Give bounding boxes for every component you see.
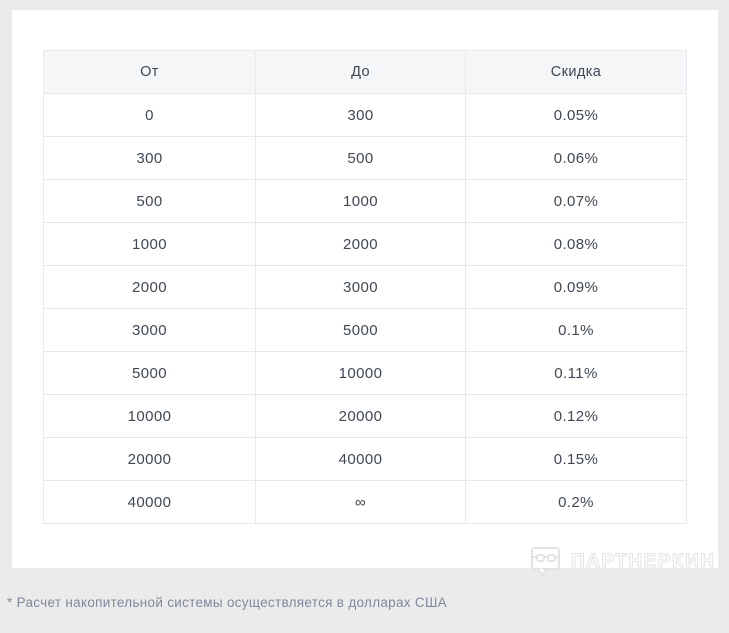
table-cell: 20000	[43, 437, 256, 481]
table-cell: 3000	[43, 308, 256, 352]
table-cell: ∞	[255, 480, 466, 524]
table-cell: 0.05%	[465, 93, 687, 137]
column-header: От	[43, 50, 256, 94]
table-cell: 0.08%	[465, 222, 687, 266]
table-row: 0 300 0.05%	[43, 93, 687, 137]
table-row: 2000 3000 0.09%	[43, 265, 687, 309]
table-cell: 10000	[43, 394, 256, 438]
header-row: От До Скидка	[43, 50, 687, 94]
table-cell: 3000	[255, 265, 466, 309]
table-cell: 1000	[255, 179, 466, 223]
table-row: 20000 40000 0.15%	[43, 437, 687, 481]
table-cell: 40000	[43, 480, 256, 524]
table-cell: 40000	[255, 437, 466, 481]
table-cell: 0.1%	[465, 308, 687, 352]
content-card: От До Скидка 0 300 0.05% 300 500 0.06% 500 1000 0.…	[12, 10, 718, 568]
discount-table: От До Скидка 0 300 0.05% 300 500 0.06% 500 1000 0.…	[43, 50, 687, 524]
table-row: 3000 5000 0.1%	[43, 308, 687, 352]
table-cell: 500	[43, 179, 256, 223]
table-row: 500 1000 0.07%	[43, 179, 687, 223]
discount-table-body: 0 300 0.05% 300 500 0.06% 500 1000 0.07% 1000 2000…	[43, 93, 687, 524]
table-row: 1000 2000 0.08%	[43, 222, 687, 266]
table-cell: 0.07%	[465, 179, 687, 223]
column-header: До	[255, 50, 466, 94]
table-cell: 20000	[255, 394, 466, 438]
table-cell: 5000	[255, 308, 466, 352]
table-cell: 0	[43, 93, 256, 137]
table-row: 5000 10000 0.11%	[43, 351, 687, 395]
table-cell: 10000	[255, 351, 466, 395]
table-cell: 1000	[43, 222, 256, 266]
table-cell: 0.09%	[465, 265, 687, 309]
table-cell: 300	[255, 93, 466, 137]
table-row: 300 500 0.06%	[43, 136, 687, 180]
footnote: * Расчет накопительной системы осуществл…	[7, 595, 447, 610]
discount-table-header: От До Скидка	[43, 50, 687, 94]
column-header: Скидка	[465, 50, 687, 94]
table-cell: 500	[255, 136, 466, 180]
table-cell: 0.12%	[465, 394, 687, 438]
table-cell: 0.11%	[465, 351, 687, 395]
table-row: 40000 ∞ 0.2%	[43, 480, 687, 524]
table-cell: 0.06%	[465, 136, 687, 180]
table-cell: 0.15%	[465, 437, 687, 481]
table-cell: 0.2%	[465, 480, 687, 524]
table-cell: 2000	[43, 265, 256, 309]
table-cell: 300	[43, 136, 256, 180]
table-cell: 5000	[43, 351, 256, 395]
table-row: 10000 20000 0.12%	[43, 394, 687, 438]
table-cell: 2000	[255, 222, 466, 266]
